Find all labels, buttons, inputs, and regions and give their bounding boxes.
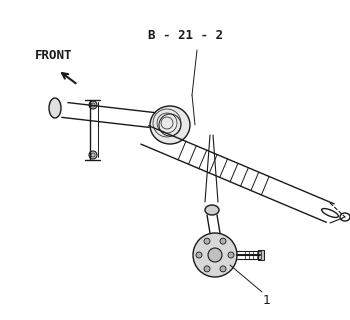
Circle shape — [204, 266, 210, 272]
Circle shape — [220, 266, 226, 272]
Text: FRONT: FRONT — [35, 49, 72, 61]
Ellipse shape — [150, 106, 190, 144]
Circle shape — [89, 151, 97, 159]
Bar — [258, 250, 264, 260]
Circle shape — [193, 233, 237, 277]
Text: 1: 1 — [263, 293, 271, 307]
Ellipse shape — [205, 205, 219, 215]
Circle shape — [208, 248, 222, 262]
Circle shape — [220, 238, 226, 244]
Circle shape — [204, 238, 210, 244]
Ellipse shape — [49, 98, 61, 118]
Circle shape — [228, 252, 234, 258]
Circle shape — [196, 252, 202, 258]
Circle shape — [89, 101, 97, 109]
Text: B - 21 - 2: B - 21 - 2 — [147, 28, 223, 42]
